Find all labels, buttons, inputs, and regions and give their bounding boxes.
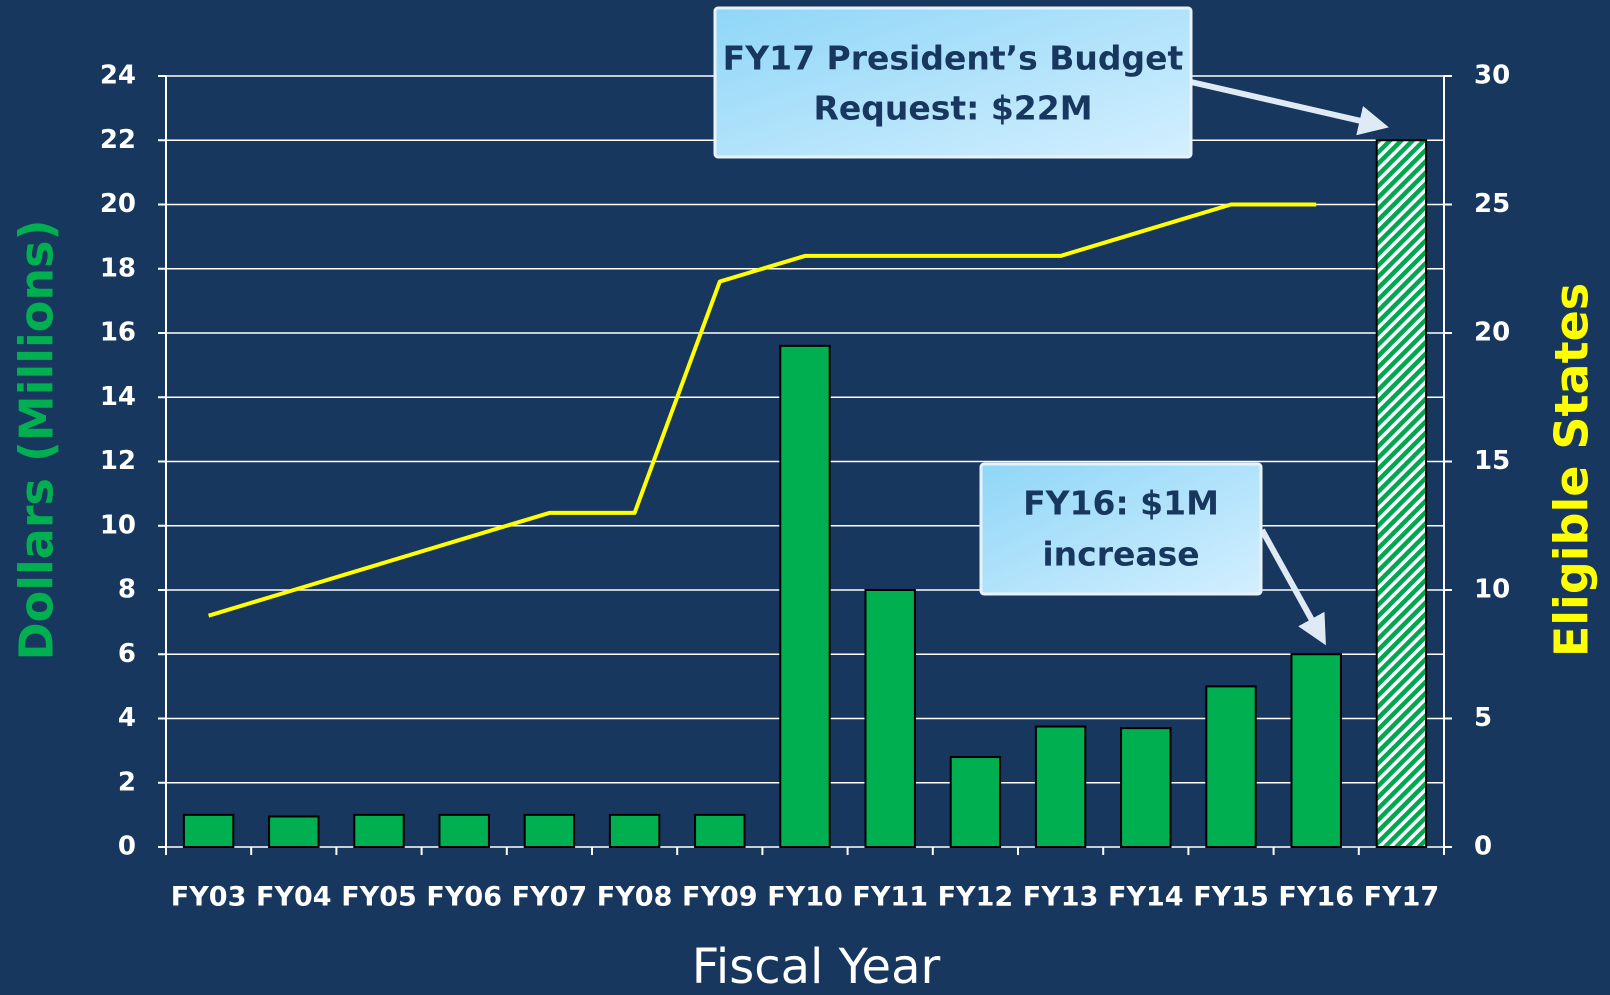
- x-tick-label: FY09: [682, 882, 758, 913]
- y2-axis-title: Eligible States: [1545, 283, 1599, 657]
- bar: [438, 813, 490, 848]
- y-axis-title: Dollars (Millions): [10, 219, 64, 660]
- y-tick-label: 8: [118, 575, 136, 605]
- y-tick-label: 6: [118, 639, 136, 669]
- y-tick-label: 16: [100, 318, 136, 348]
- y-tick-label: 12: [100, 446, 136, 476]
- x-tick-label: FY14: [1108, 882, 1184, 913]
- x-tick-label: FY11: [852, 882, 928, 913]
- y-tick-label: 4: [118, 703, 136, 733]
- line: [208, 202, 1317, 618]
- annotation-arrow: [1190, 79, 1389, 136]
- y-tick-label: 14: [100, 382, 136, 412]
- x-tick-label: FY08: [597, 882, 673, 913]
- x-tick-label: FY06: [426, 882, 502, 913]
- x-tick-label: FY17: [1364, 882, 1440, 913]
- x-tick-label: FY10: [767, 882, 843, 913]
- x-tick-label: FY12: [938, 882, 1014, 913]
- bar: [182, 813, 235, 848]
- x-tick-label: FY03: [171, 882, 247, 913]
- bar: [864, 589, 916, 848]
- annotation-text: increase: [1042, 535, 1199, 574]
- bar: [1205, 685, 1257, 848]
- annotation-text: FY16: $1M: [1023, 484, 1219, 523]
- y2-tick-label: 25: [1474, 189, 1510, 219]
- y2-tick-label: 0: [1474, 832, 1492, 862]
- x-tick-label: FY05: [341, 882, 417, 913]
- x-tick-label: FY13: [1023, 882, 1099, 913]
- annotation-box: [979, 462, 1263, 596]
- y2-tick-label: 20: [1474, 318, 1510, 348]
- y2-tick-label: 10: [1474, 575, 1510, 605]
- x-axis-title: Fiscal Year: [692, 939, 941, 995]
- bar: [949, 756, 1002, 848]
- bar: [353, 813, 405, 848]
- bar: [1034, 725, 1087, 848]
- bar: [268, 815, 320, 849]
- y-tick-label: 10: [100, 510, 136, 540]
- y2-tick-label: 15: [1474, 446, 1510, 476]
- annotation-box: [713, 6, 1193, 159]
- x-tick-label: FY04: [256, 882, 332, 913]
- bar: [1375, 139, 1428, 848]
- y-tick-label: 0: [118, 832, 136, 862]
- y-tick-label: 2: [118, 767, 136, 797]
- bar: [694, 813, 746, 848]
- y-tick-label: 24: [100, 61, 136, 91]
- annotation-arrow: [1259, 528, 1326, 646]
- bar: [1120, 727, 1172, 849]
- x-tick-label: FY07: [512, 882, 588, 913]
- annotation-text: Request: $22M: [813, 89, 1092, 128]
- y-tick-label: 22: [100, 125, 136, 155]
- x-tick-label: FY15: [1193, 882, 1269, 913]
- bar: [779, 344, 831, 848]
- annotation-text: FY17 President’s Budget: [723, 39, 1184, 78]
- bar: [608, 813, 661, 848]
- y2-tick-label: 5: [1474, 703, 1492, 733]
- x-tick-label: FY16: [1278, 882, 1354, 913]
- y-tick-label: 18: [100, 253, 136, 283]
- bar: [523, 813, 576, 848]
- bar: [1290, 653, 1342, 848]
- y2-tick-label: 30: [1474, 61, 1510, 91]
- y-tick-label: 20: [100, 189, 136, 219]
